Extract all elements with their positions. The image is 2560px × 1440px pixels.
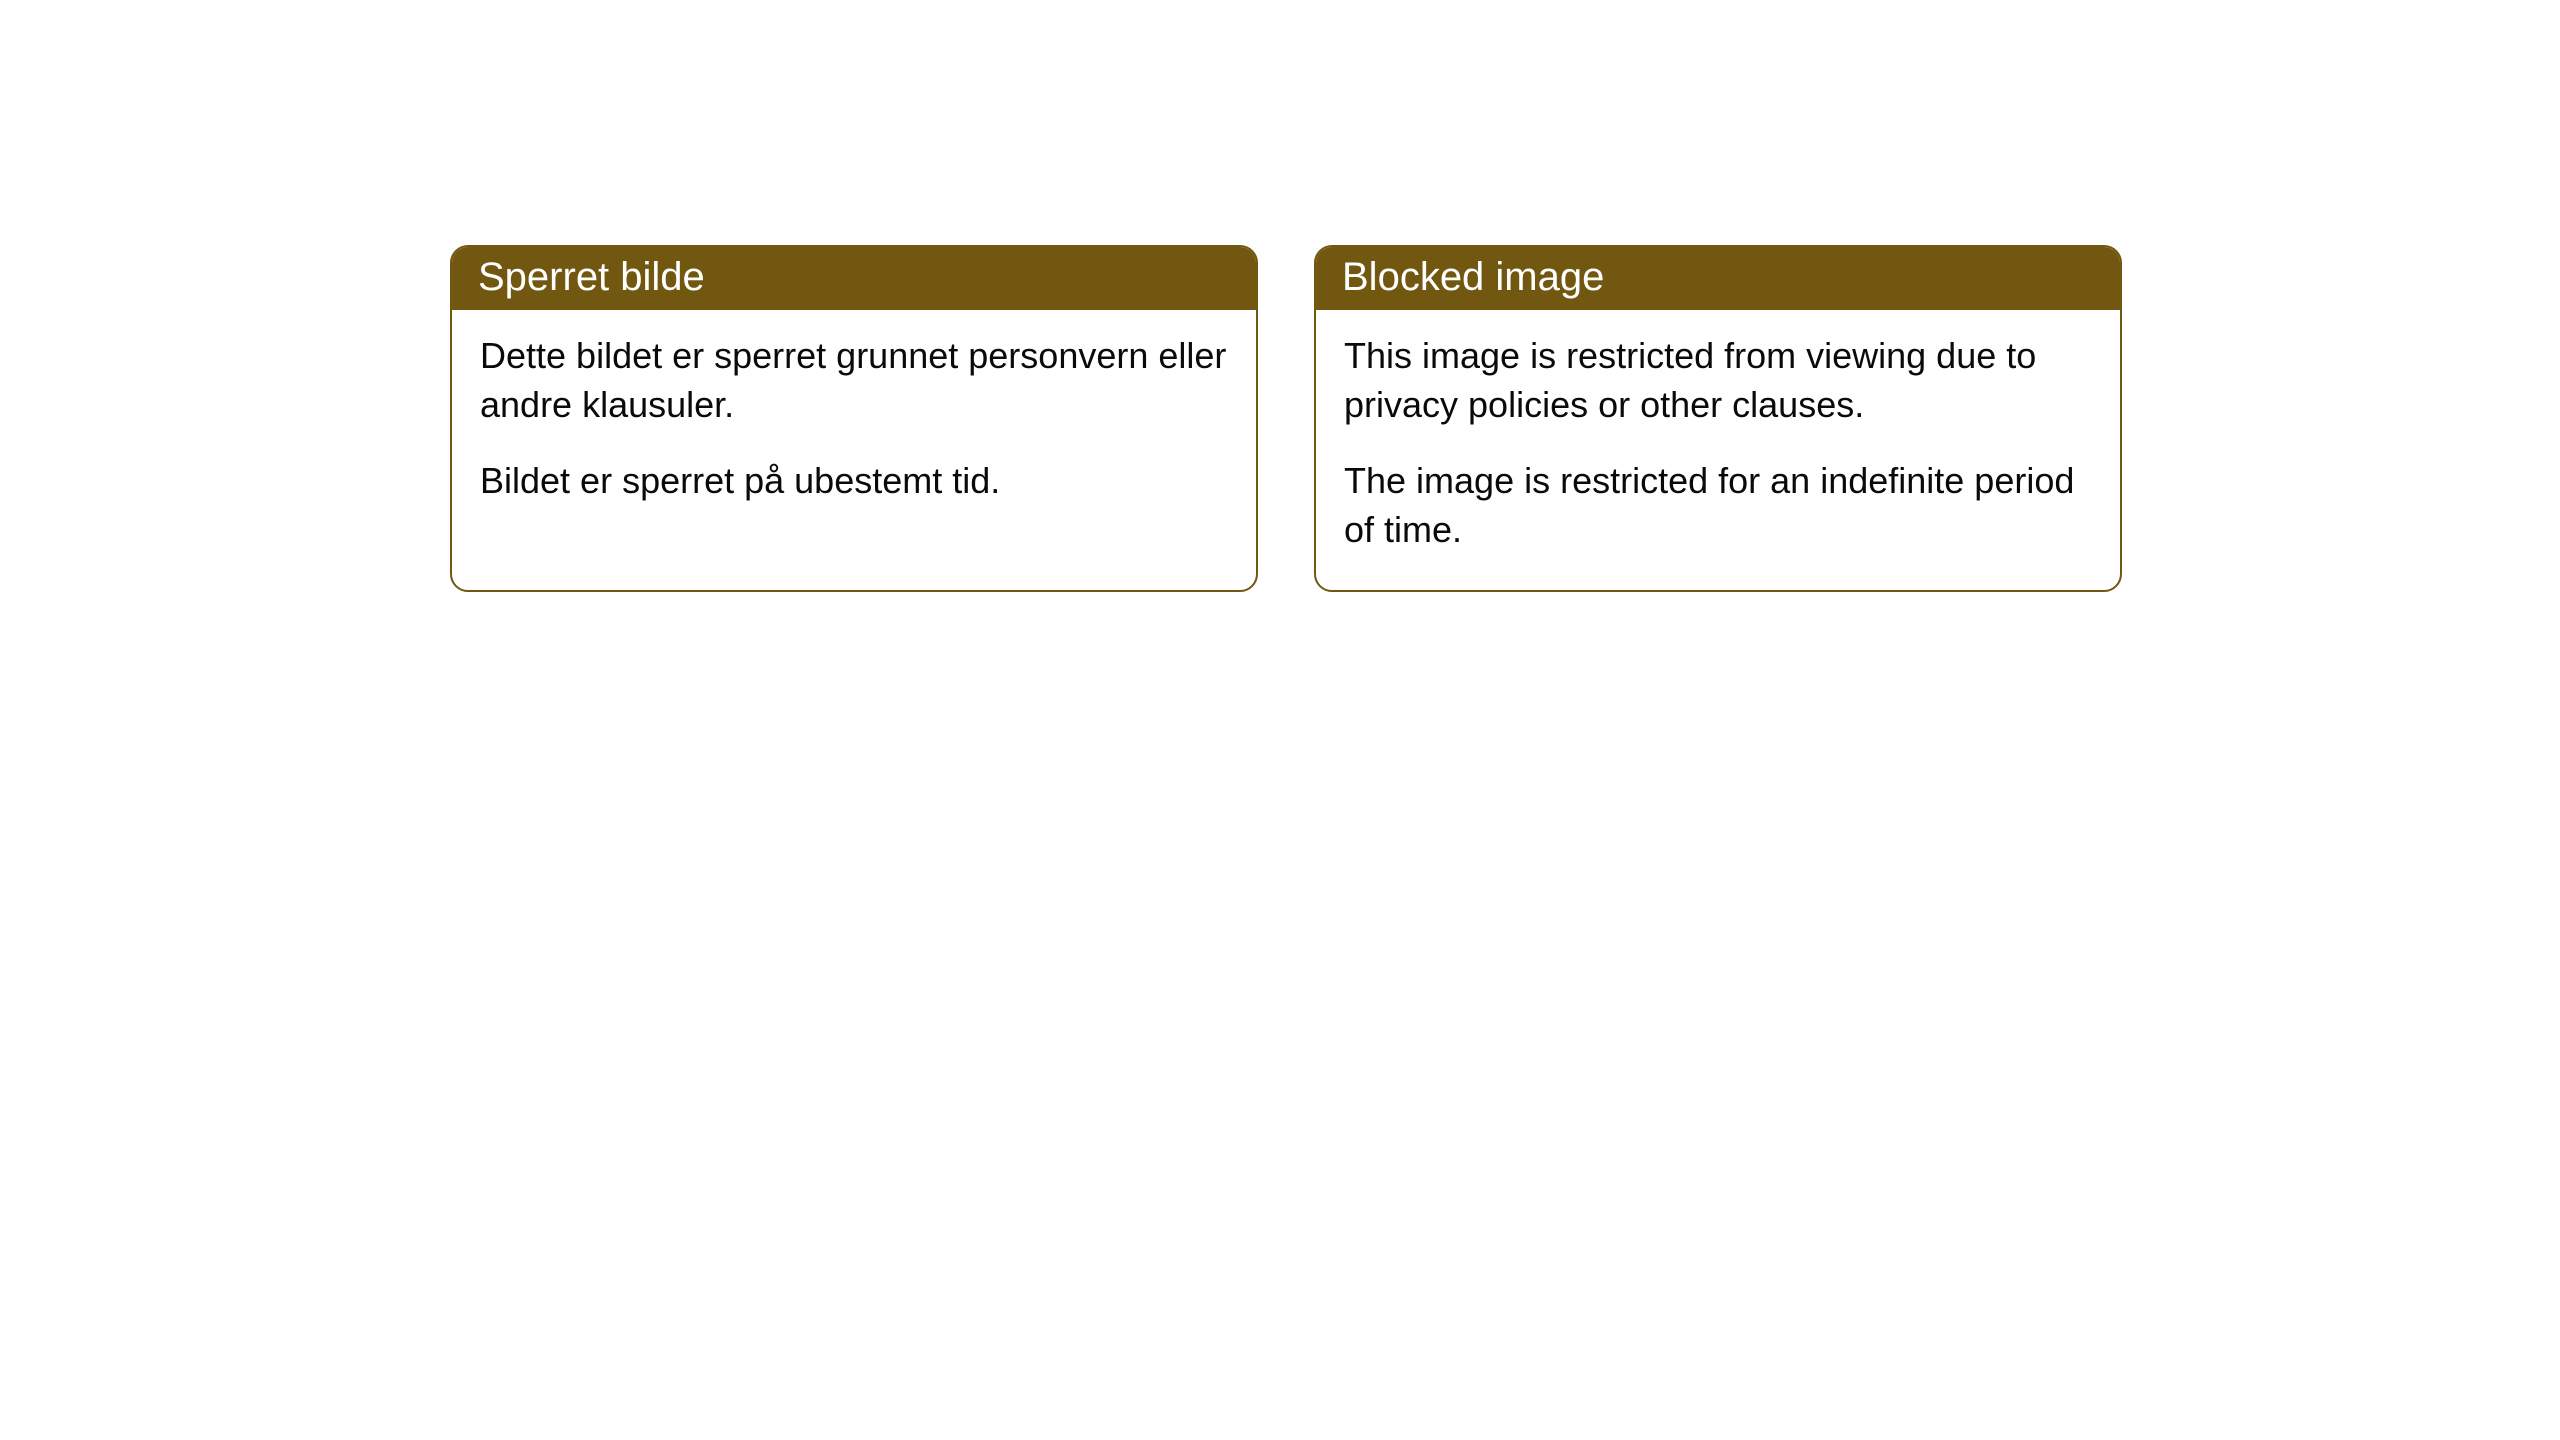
blocked-image-card-no: Sperret bilde Dette bildet er sperret gr…	[450, 245, 1258, 592]
card-body: This image is restricted from viewing du…	[1316, 310, 2120, 590]
card-title: Blocked image	[1316, 247, 2120, 310]
notice-cards-row: Sperret bilde Dette bildet er sperret gr…	[450, 245, 2122, 592]
card-paragraph: Dette bildet er sperret grunnet personve…	[480, 332, 1228, 429]
card-paragraph: The image is restricted for an indefinit…	[1344, 457, 2092, 554]
card-paragraph: Bildet er sperret på ubestemt tid.	[480, 457, 1228, 506]
blocked-image-card-en: Blocked image This image is restricted f…	[1314, 245, 2122, 592]
card-title: Sperret bilde	[452, 247, 1256, 310]
card-paragraph: This image is restricted from viewing du…	[1344, 332, 2092, 429]
card-body: Dette bildet er sperret grunnet personve…	[452, 310, 1256, 542]
